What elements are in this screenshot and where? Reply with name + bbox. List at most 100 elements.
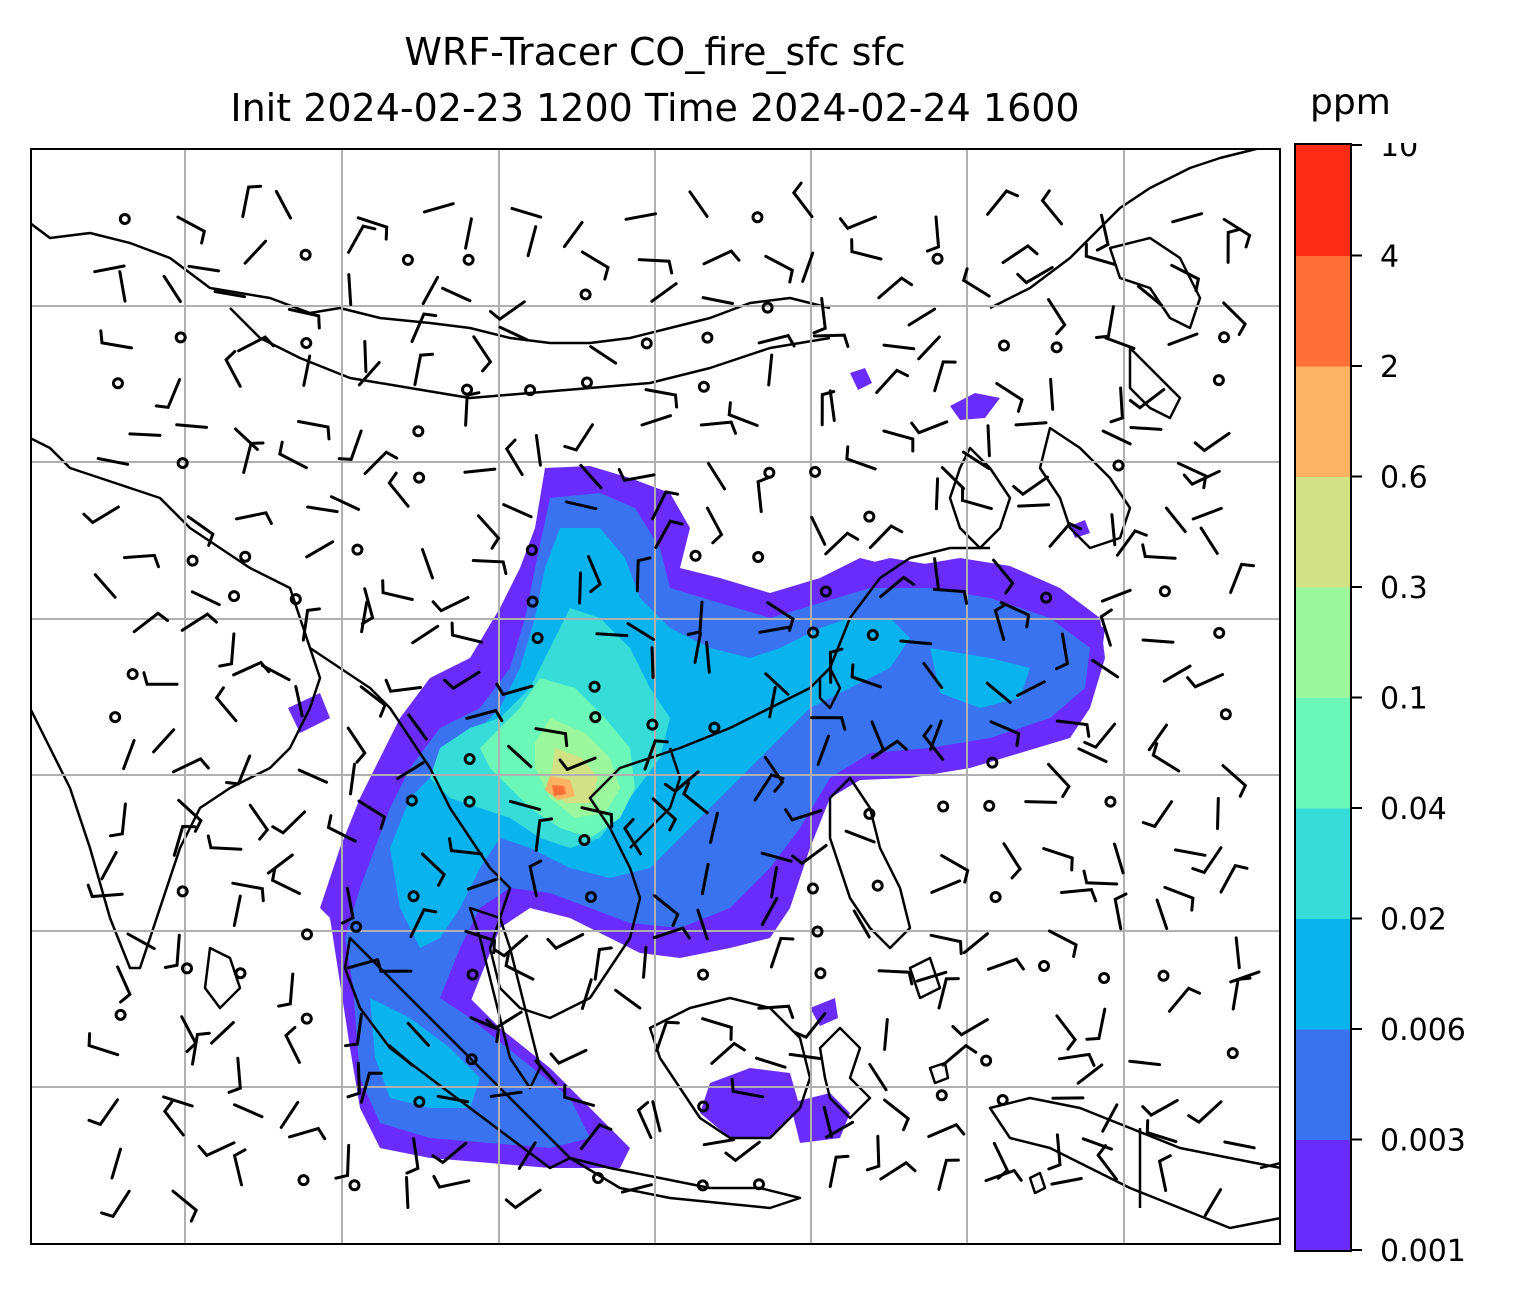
colorbar-ticks: 0.001 0.003 0.006 0.02 0.04 0.1 0.3 0.6 2 4 10 [1351,143,1466,1263]
wind-barb [154,378,182,410]
wind-barb [984,1168,1023,1183]
wind-barb [100,850,118,881]
co-level-2 [552,785,566,796]
wind-barb [763,755,785,793]
wind-barb [1203,1188,1223,1217]
calm-wind-marker [1219,708,1232,721]
wind-barb [1199,526,1219,555]
wind-barb [210,1021,235,1045]
calm-wind-marker [578,834,591,847]
wind-barb [186,515,215,547]
wind-barb [271,810,307,835]
wind-barb [1176,461,1208,490]
wind-barb [409,908,438,939]
wind-barb [663,770,700,794]
wind-barb [563,1083,596,1107]
wind-barb [757,333,796,348]
calm-wind-marker [708,721,721,734]
calm-wind-marker [697,968,710,981]
calm-wind-marker [174,331,187,344]
wind-barb [99,329,133,350]
calm-wind-marker [871,879,884,892]
wind-barb [865,1134,881,1172]
calm-wind-marker [525,543,538,556]
wind-barb [617,468,656,482]
wind-barb [1223,1140,1256,1150]
wind-barb [558,756,597,772]
wind-barb [116,965,132,1004]
wind-barb [1174,848,1207,857]
colorbar-segment [1295,697,1351,809]
wind-barb [701,1017,733,1041]
wind-barb [1113,892,1128,931]
wind-barb [359,685,387,718]
calm-wind-marker [640,337,653,350]
wind-barb [142,671,179,686]
calm-wind-marker [350,920,363,933]
wind-barb [1055,719,1091,738]
wind-barb [464,217,473,250]
chart-title-line1: WRF-Tracer CO_fire_sfc sfc [404,30,906,74]
wind-barb [1060,887,1098,903]
wind-barb [1047,762,1071,799]
wind-barb [650,646,655,680]
wind-barb [171,757,210,774]
calm-wind-marker [1226,1047,1239,1060]
chart-title-line2: Init 2024-02-23 1200 Time 2024-02-24 160… [230,86,1080,130]
calm-wind-marker [697,380,710,393]
calm-wind-marker [463,795,476,808]
wind-barb [724,1140,761,1163]
calm-wind-marker [118,212,131,225]
wind-barb [357,361,381,387]
wind-barb [152,728,176,754]
calm-wind-marker [1158,585,1171,598]
wind-barb [128,432,162,437]
wind-barb [1141,543,1177,560]
wind-barbs [82,181,1261,1223]
wind-barb [266,853,294,875]
wind-barb [877,276,914,300]
wind-barb [363,450,399,475]
wind-barb [360,587,375,626]
wind-barb [463,467,497,474]
wind-barb [882,429,915,453]
wind-barb [917,335,941,361]
wind-barb [623,818,642,856]
wind-barb [1115,529,1148,557]
wind-barb [707,462,727,491]
wind-barb [504,952,535,981]
wind-barb [922,724,945,761]
calm-wind-marker [465,1053,478,1066]
wind-barb [696,908,709,941]
wind-barb [655,1020,680,1053]
calm-wind-marker [1104,795,1117,808]
wind-barb [985,681,1012,704]
wind-barb [812,333,850,348]
wind-barb [915,970,948,983]
wind-barb [1222,217,1252,249]
wind-barb [441,286,472,303]
wind-barb [504,438,524,477]
calm-wind-marker [463,753,476,766]
wind-barb [993,602,1008,641]
wind-barb [838,215,877,231]
calm-wind-marker [689,549,702,562]
wind-barb [933,557,940,590]
wind-barb [381,579,414,601]
wind-barb [163,933,181,969]
wind-barb [1110,513,1117,547]
wind-barb [214,686,238,723]
wind-barb [498,325,529,342]
wind-barb [1016,266,1054,285]
wind-barb [1042,847,1074,872]
wind-barb [825,1120,855,1139]
wind-barb [334,1143,351,1180]
wind-barb [1101,1103,1119,1133]
wind-barb [986,424,991,458]
colorbar: 0.001 0.003 0.006 0.02 0.04 0.1 0.3 0.6 2 4 10 [1294,143,1466,1263]
wind-barb [1083,722,1117,750]
wind-barb [1017,503,1051,508]
wind-barb [793,1012,827,1040]
wind-barb [636,1101,653,1140]
wind-barb [791,181,814,219]
